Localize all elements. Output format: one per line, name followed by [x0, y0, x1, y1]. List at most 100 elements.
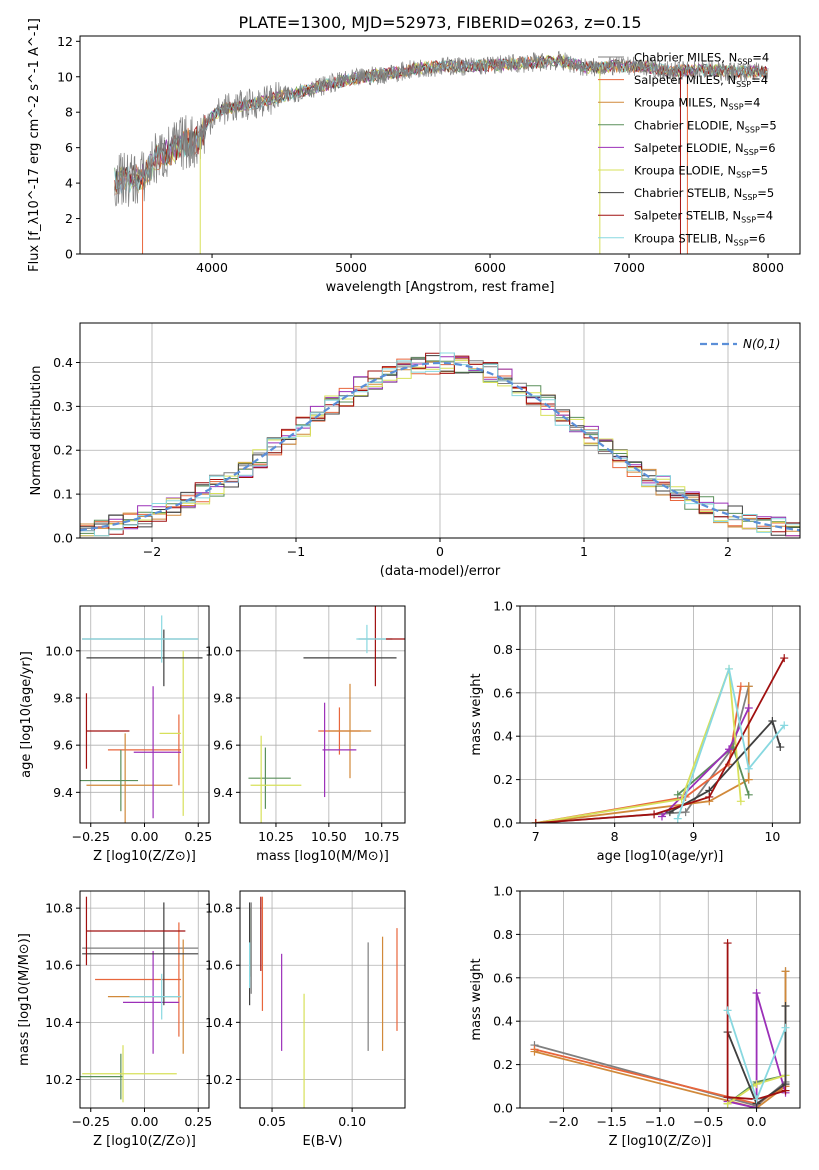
x-tick-label: 8 — [611, 829, 619, 844]
y-tick-label: 10.0 — [45, 643, 73, 658]
y-tick-label: 8 — [65, 105, 73, 120]
x-tick-label: 7 — [532, 829, 540, 844]
legend-label-count: =4 — [744, 96, 761, 110]
legend-label-name: Kroupa MILES, N — [634, 96, 729, 110]
x-tick-label: 7000 — [613, 260, 645, 275]
legend-label-subscript: SSP — [736, 80, 751, 89]
weight-marker — [752, 1080, 761, 1089]
y-tick-label: 9.4 — [53, 785, 73, 800]
mass-vs-z-ylabel: mass [log10(M/M⊙)] — [17, 933, 32, 1066]
model-spectrum-line — [114, 56, 768, 194]
x-tick-label: 10.50 — [311, 829, 347, 844]
x-tick-label: −1.5 — [597, 1114, 627, 1129]
y-tick-label: 0.6 — [493, 685, 513, 700]
weight-marker — [531, 819, 540, 823]
mass-vs-ebv-frame — [239, 890, 406, 1109]
x-tick-label: 0.25 — [184, 829, 212, 844]
legend-label-count: =4 — [752, 51, 769, 65]
y-tick-label: 0.8 — [493, 642, 513, 657]
weight-marker — [736, 797, 745, 806]
mass-weight-vs-z-ylabel: mass weight — [469, 958, 484, 1040]
legend-label: Chabrier STELIB, NSSP=5 — [634, 186, 774, 202]
spectrum-xlabel: wavelength [Angstrom, rest frame] — [326, 280, 555, 295]
y-tick-label: 9.8 — [53, 690, 73, 705]
x-tick-label: 9 — [690, 829, 698, 844]
y-tick-label: 0.0 — [493, 816, 513, 831]
y-tick-label: 9.4 — [213, 785, 233, 800]
legend-label-subscript: SSP — [729, 103, 744, 112]
y-tick-label: 9.6 — [213, 738, 233, 753]
weight-marker — [736, 682, 745, 691]
y-tick-label: 9.8 — [213, 690, 233, 705]
legend-label-subscript: SSP — [736, 171, 751, 180]
residuals-ylabel: Normed distribution — [29, 366, 44, 496]
age-vs-z-ylabel: age [log10(age/yr)] — [19, 651, 34, 778]
age-vs-z-frame — [79, 605, 210, 824]
mass-vs-ebv-axes: 0.05 0.10 10.2 10.4 10.6 10.8 E(B-V) — [205, 890, 406, 1149]
y-tick-label: 10.8 — [205, 901, 233, 916]
y-tick-label: 0.2 — [53, 443, 73, 458]
spectrum-frame — [79, 35, 801, 255]
weight-marker — [530, 1047, 539, 1056]
age-vs-mass-xlabel: mass [log10(M/M⊙)] — [256, 849, 389, 864]
legend-label-name: Salpeter MILES, N — [634, 73, 736, 87]
x-tick-label: −2 — [143, 544, 161, 559]
mass-weight-vs-age-plot-area — [531, 654, 789, 823]
weight-marker — [723, 939, 732, 948]
weight-marker — [705, 792, 714, 801]
weight-marker — [781, 1023, 790, 1032]
y-tick-label: 0.6 — [493, 970, 513, 985]
figure-title: PLATE=1300, MJD=52973, FIBERID=0263, z=0… — [238, 13, 641, 32]
x-tick-label: 0.25 — [184, 1114, 212, 1129]
y-tick-label: 0.3 — [53, 399, 73, 414]
y-tick-label: 10.8 — [45, 901, 73, 916]
legend-label-count: =6 — [749, 231, 766, 245]
residuals-axes: −2 −1 0 1 2 0.0 0.1 0.2 0.3 0.4 (data-model)/error… — [29, 322, 801, 579]
x-tick-label: 5000 — [335, 260, 367, 275]
y-tick-label: 10 — [57, 69, 73, 84]
y-tick-label: 0.1 — [53, 487, 73, 502]
weight-marker — [725, 745, 734, 754]
x-tick-label: 10.75 — [364, 829, 400, 844]
weight-line — [535, 657, 785, 823]
legend-label: Kroupa ELODIE, NSSP=5 — [634, 164, 768, 180]
x-tick-label: −0.5 — [693, 1114, 723, 1129]
legend-label-subscript: SSP — [737, 58, 752, 67]
mass-weight-vs-z-axes: −2.0 −1.5 −1.0 −0.5 0.0 0.0 0.2 0.4 0.6 0.8 1.0 Z [… — [469, 884, 801, 1149]
legend-label-subscript: SSP — [742, 193, 757, 202]
weight-line — [727, 992, 787, 1108]
x-tick-label: 4000 — [196, 260, 228, 275]
legend-label-subscript: SSP — [741, 216, 756, 225]
legend-label: Kroupa STELIB, NSSP=6 — [634, 231, 765, 247]
weight-marker — [650, 810, 659, 819]
y-tick-label: 0 — [65, 247, 73, 262]
mass-vs-ebv-plot-area — [249, 896, 398, 1108]
y-tick-label: 9.6 — [53, 738, 73, 753]
mass-weight-vs-age-frame — [519, 605, 801, 824]
weight-marker — [681, 808, 690, 817]
y-tick-label: 0.0 — [53, 531, 73, 546]
y-tick-label: 6 — [65, 140, 73, 155]
x-tick-label: −0.25 — [72, 1114, 110, 1129]
weight-marker — [657, 812, 666, 821]
age-vs-mass-axes: 10.25 10.50 10.75 9.4 9.6 9.8 10.0 mass [log10(… — [205, 605, 406, 864]
y-tick-label: 10.6 — [45, 958, 73, 973]
mass-weight-vs-age-ylabel: mass weight — [469, 673, 484, 755]
y-tick-label: 1.0 — [493, 599, 513, 614]
weight-marker — [673, 814, 682, 823]
mass-vs-z-plot-area — [80, 896, 199, 1103]
legend-label: Chabrier MILES, NSSP=4 — [634, 51, 769, 67]
weight-marker — [744, 790, 753, 799]
legend-label-count: =4 — [756, 209, 773, 223]
weight-marker — [744, 764, 753, 773]
weight-marker — [781, 967, 790, 976]
x-tick-label: 2 — [724, 544, 732, 559]
x-tick-label: 10 — [764, 829, 780, 844]
x-tick-label: −0.25 — [72, 829, 110, 844]
age-vs-z-xlabel: Z [log10(Z/Z⊙)] — [93, 849, 196, 864]
residuals-legend-label: N(0,1) — [743, 337, 780, 351]
observed-spectrum-line — [114, 50, 769, 207]
x-tick-label: 1 — [580, 544, 588, 559]
spectrum-ylabel: Flux [f_λ10^-17 erg cm^-2 s^-1 A^-1] — [27, 18, 42, 272]
y-tick-label: 2 — [65, 211, 73, 226]
